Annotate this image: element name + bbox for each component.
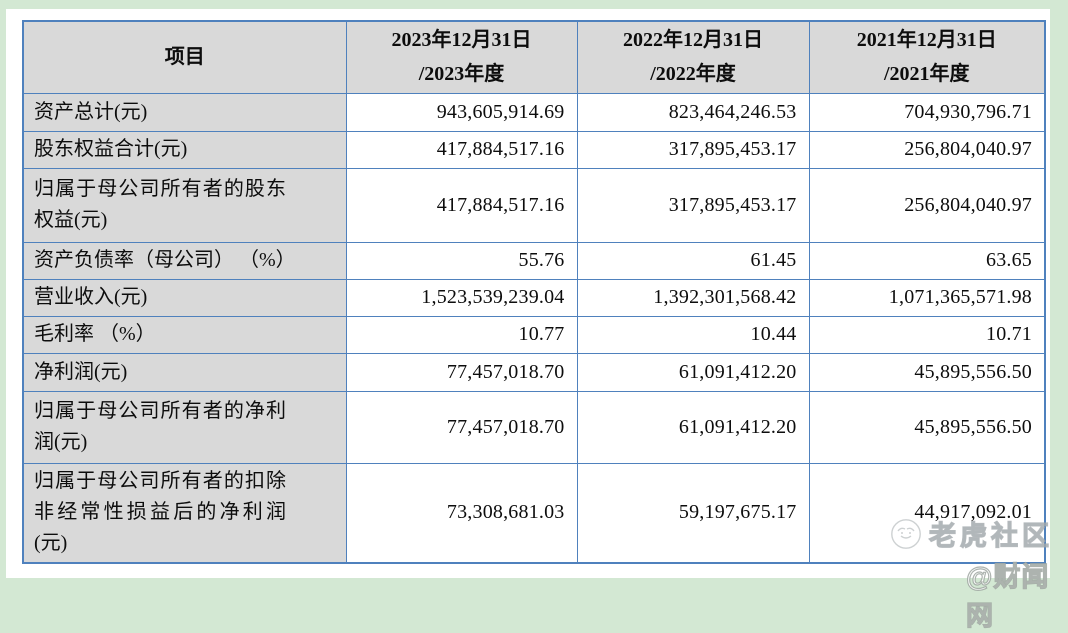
cell-value: 1,392,301,568.42 — [576, 278, 810, 317]
cell-value: 61.45 — [576, 241, 810, 280]
table-header-row: 项目 2023年12月31日 /2023年度 2022年12月31日 /2022… — [22, 20, 1046, 94]
table-row-total-equity: 股东权益合计(元) 417,884,517.16 317,895,453.17 … — [22, 130, 1046, 169]
cell-value: 417,884,517.16 — [345, 167, 578, 243]
row-label: 股东权益合计(元) — [22, 130, 347, 169]
cell-value: 61,091,412.20 — [576, 390, 810, 464]
cell-value: 943,605,914.69 — [345, 92, 578, 132]
header-period-2021: 2021年12月31日 /2021年度 — [808, 20, 1046, 94]
table-row-net-profit: 净利润(元) 77,457,018.70 61,091,412.20 45,89… — [22, 352, 1046, 392]
row-label: 营业收入(元) — [22, 278, 347, 317]
cell-value: 256,804,040.97 — [808, 130, 1046, 169]
cell-value: 317,895,453.17 — [576, 167, 810, 243]
cell-value: 77,457,018.70 — [345, 352, 578, 392]
cell-value: 45,895,556.50 — [808, 352, 1046, 392]
table-row-parent-net-profit-deducted: 归属于母公司所有者的扣除非经常性损益后的净利润(元) 73,308,681.03… — [22, 462, 1046, 564]
row-label: 净利润(元) — [22, 352, 347, 392]
row-label: 归属于母公司所有者的扣除非经常性损益后的净利润(元) — [22, 462, 347, 564]
row-label: 资产负债率（母公司） （%） — [22, 241, 347, 280]
cell-value: 55.76 — [345, 241, 578, 280]
cell-value: 823,464,246.53 — [576, 92, 810, 132]
cell-value: 704,930,796.71 — [808, 92, 1046, 132]
row-label: 毛利率 （%） — [22, 315, 347, 354]
row-label: 归属于母公司所有者的股东权益(元) — [22, 167, 347, 243]
table-row-revenue: 营业收入(元) 1,523,539,239.04 1,392,301,568.4… — [22, 278, 1046, 317]
table-row-parent-equity: 归属于母公司所有者的股东权益(元) 417,884,517.16 317,895… — [22, 167, 1046, 243]
cell-value: 417,884,517.16 — [345, 130, 578, 169]
cell-value: 59,197,675.17 — [576, 462, 810, 564]
document-page: 项目 2023年12月31日 /2023年度 2022年12月31日 /2022… — [6, 9, 1050, 578]
cell-value: 1,071,365,571.98 — [808, 278, 1046, 317]
cell-value: 44,917,092.01 — [808, 462, 1046, 564]
table-row-debt-ratio: 资产负债率（母公司） （%） 55.76 61.45 63.65 — [22, 241, 1046, 280]
header-item: 项目 — [22, 20, 347, 94]
cell-value: 77,457,018.70 — [345, 390, 578, 464]
row-label: 资产总计(元) — [22, 92, 347, 132]
cell-value: 45,895,556.50 — [808, 390, 1046, 464]
header-period-2022: 2022年12月31日 /2022年度 — [576, 20, 810, 94]
cell-value: 73,308,681.03 — [345, 462, 578, 564]
financial-summary-table: 项目 2023年12月31日 /2023年度 2022年12月31日 /2022… — [22, 20, 1046, 564]
table-row-gross-margin: 毛利率 （%） 10.77 10.44 10.71 — [22, 315, 1046, 354]
cell-value: 10.71 — [808, 315, 1046, 354]
row-label-text: 归属于母公司所有者的扣除非经常性损益后的净利润(元) — [34, 470, 286, 555]
cell-value: 63.65 — [808, 241, 1046, 280]
cell-value: 1,523,539,239.04 — [345, 278, 578, 317]
cell-value: 317,895,453.17 — [576, 130, 810, 169]
screenshot-root: { "table": { "header": { "item": "项目", "… — [6, 9, 1050, 632]
row-label-text: 归属于母公司所有者的股东权益(元) — [34, 178, 286, 231]
cell-value: 61,091,412.20 — [576, 352, 810, 392]
cell-value: 10.44 — [576, 315, 810, 354]
row-label-text: 归属于母公司所有者的净利润(元) — [34, 400, 286, 453]
cell-value: 10.77 — [345, 315, 578, 354]
table-row-total-assets: 资产总计(元) 943,605,914.69 823,464,246.53 70… — [22, 92, 1046, 132]
table-row-parent-net-profit: 归属于母公司所有者的净利润(元) 77,457,018.70 61,091,41… — [22, 390, 1046, 464]
cell-value: 256,804,040.97 — [808, 167, 1046, 243]
header-period-2023: 2023年12月31日 /2023年度 — [345, 20, 578, 94]
row-label: 归属于母公司所有者的净利润(元) — [22, 390, 347, 464]
